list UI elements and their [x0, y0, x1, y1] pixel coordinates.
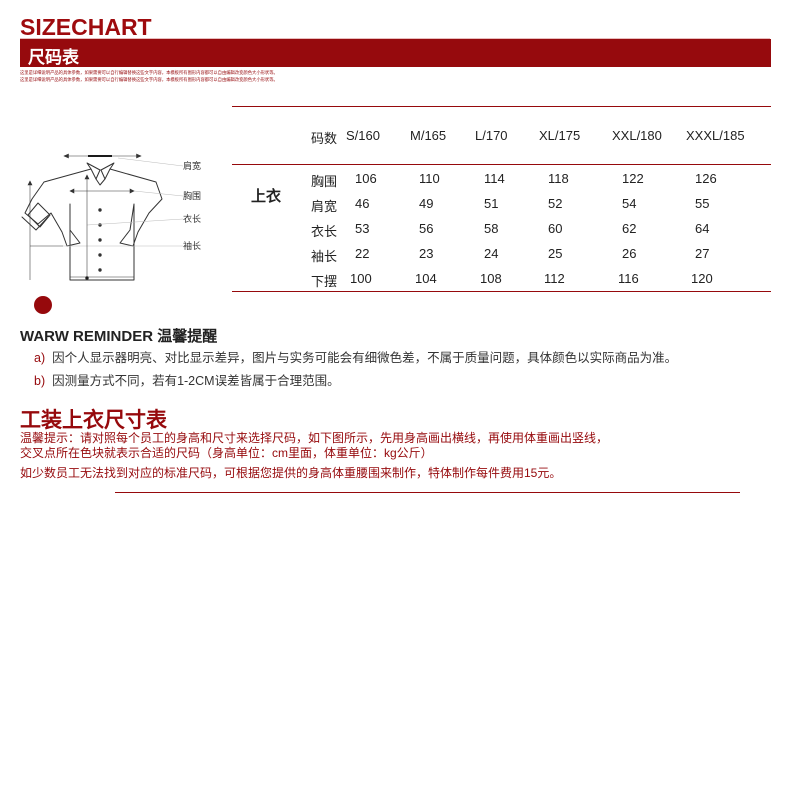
svg-text:袖长: 袖长 [183, 240, 201, 251]
svg-text:胸围: 胸围 [183, 190, 201, 201]
svg-text:衣长: 衣长 [183, 213, 201, 224]
svg-text:肩宽: 肩宽 [183, 160, 201, 171]
